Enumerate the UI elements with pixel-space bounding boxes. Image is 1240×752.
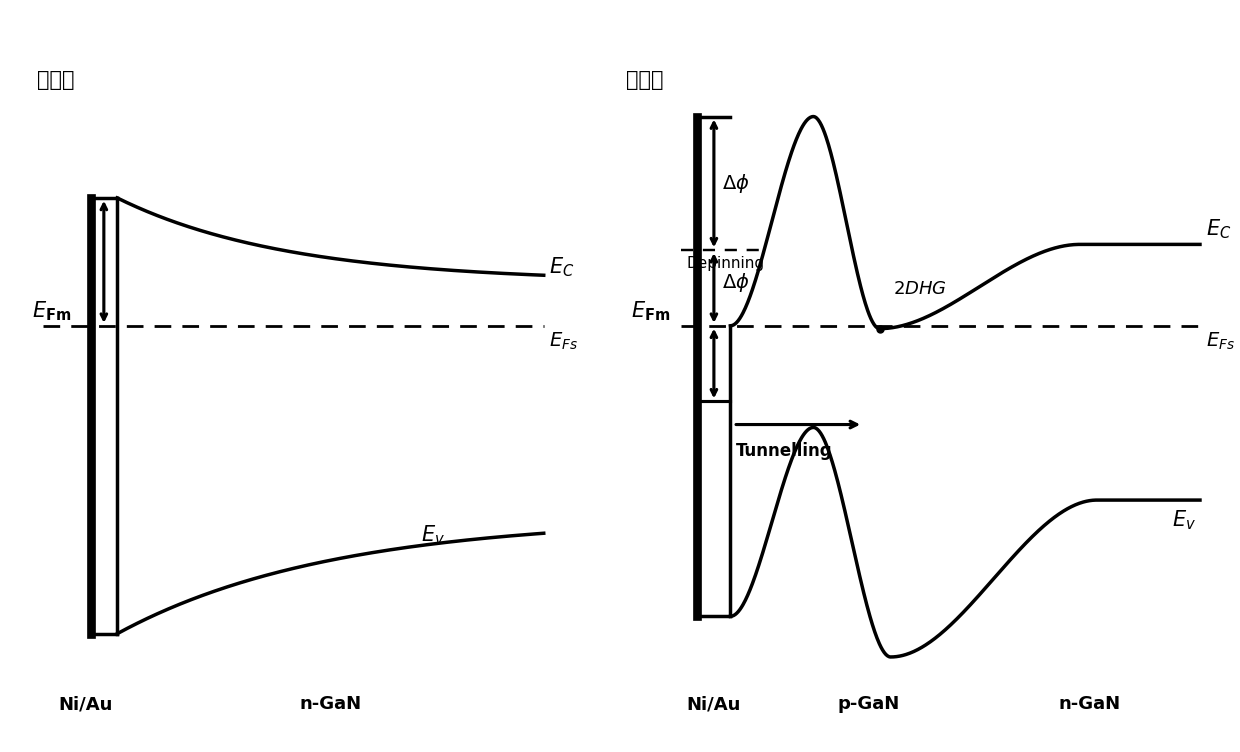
Text: Depinning: Depinning	[686, 256, 764, 271]
Text: $\mathit{E}_{\mathbf{Fm}}$: $\mathit{E}_{\mathbf{Fm}}$	[32, 299, 71, 323]
Text: $\mathit{E}_\mathit{v}$: $\mathit{E}_\mathit{v}$	[422, 523, 445, 547]
Text: $\Delta\phi$: $\Delta\phi$	[722, 172, 750, 195]
Text: $\Delta\phi$: $\Delta\phi$	[722, 271, 750, 294]
Text: $\mathit{E}_\mathit{v}$: $\mathit{E}_\mathit{v}$	[1172, 509, 1197, 532]
Text: p-GaN: p-GaN	[837, 696, 900, 714]
Text: Ni/Au: Ni/Au	[58, 696, 113, 714]
Text: Ni/Au: Ni/Au	[687, 696, 742, 714]
Text: $\mathit{E}_\mathit{C}$: $\mathit{E}_\mathit{C}$	[549, 256, 574, 279]
Text: $\mathit{E}_\mathit{C}$: $\mathit{E}_\mathit{C}$	[1205, 218, 1231, 241]
Text: n-GaN: n-GaN	[299, 696, 362, 714]
Text: $\mathit{2DHG}$: $\mathit{2DHG}$	[893, 280, 947, 298]
Text: Tunnelling: Tunnelling	[737, 442, 832, 460]
Text: $\mathit{E}_{\mathbf{Fm}}$: $\mathit{E}_{\mathbf{Fm}}$	[631, 299, 671, 323]
Text: 注入前: 注入前	[37, 70, 74, 90]
Text: n-GaN: n-GaN	[1059, 696, 1121, 714]
Text: $\mathit{E}_{\mathit{Fs}}$: $\mathit{E}_{\mathit{Fs}}$	[1205, 331, 1235, 352]
Text: 注入后: 注入后	[625, 70, 663, 90]
Text: $\mathit{E}_{\mathit{Fs}}$: $\mathit{E}_{\mathit{Fs}}$	[549, 331, 578, 352]
